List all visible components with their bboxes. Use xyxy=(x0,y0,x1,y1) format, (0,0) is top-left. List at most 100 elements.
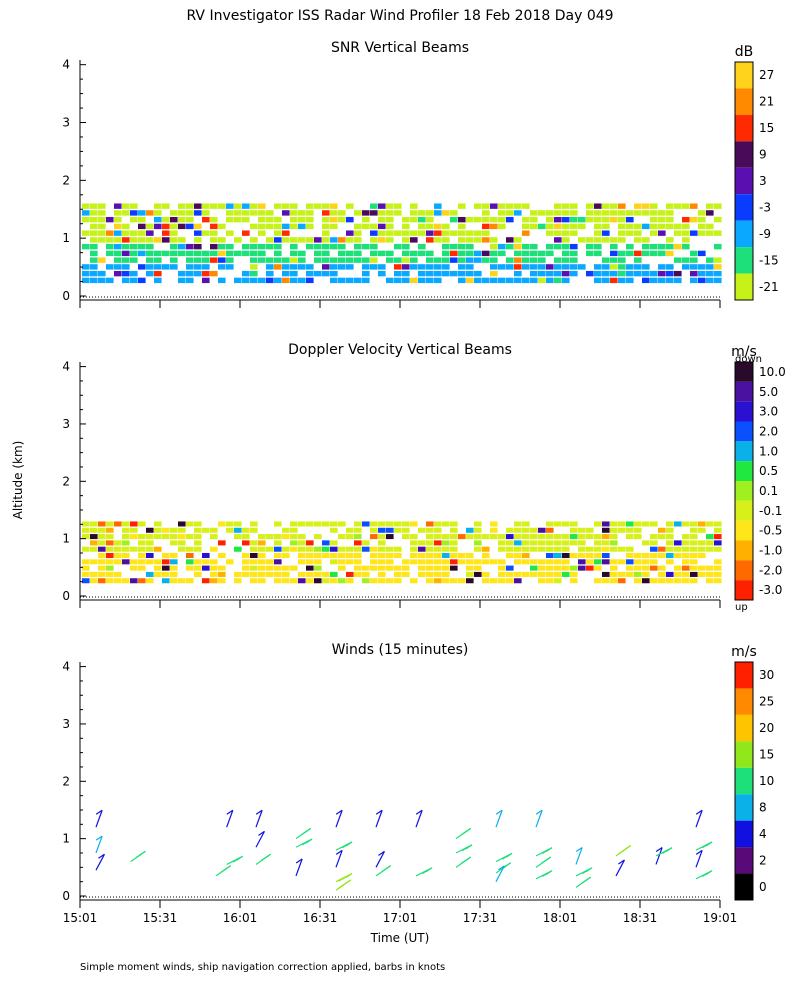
heatmap-cell xyxy=(138,237,146,243)
wind-barb xyxy=(575,867,593,877)
heatmap-cell xyxy=(466,250,474,257)
heatmap-cell xyxy=(642,277,650,284)
heatmap-cell xyxy=(714,578,722,584)
heatmap-cell xyxy=(226,250,234,257)
wind-barb xyxy=(335,849,343,868)
heatmap-cell xyxy=(546,552,554,559)
heatmap-cell xyxy=(410,250,418,257)
wind-barb xyxy=(655,847,663,865)
heatmap-cell xyxy=(674,223,682,230)
colorbar-label: -1.0 xyxy=(759,543,782,557)
heatmap-cell xyxy=(138,264,146,270)
heatmap-cell xyxy=(98,277,106,284)
barb-feather xyxy=(95,809,103,815)
heatmap-cell xyxy=(274,216,282,223)
heatmap-cell xyxy=(290,250,298,257)
heatmap-cell xyxy=(538,250,546,257)
heatmap-cell xyxy=(626,270,634,277)
heatmap-cell xyxy=(282,565,290,571)
heatmap-cell xyxy=(610,250,618,257)
heatmap-cell xyxy=(346,230,354,236)
heatmap-cell xyxy=(250,521,258,527)
heatmap-cell xyxy=(578,534,586,540)
heatmap-cell xyxy=(506,552,514,559)
heatmap-cell xyxy=(338,565,346,571)
colorbar-segment xyxy=(735,540,753,561)
heatmap-cell xyxy=(114,257,122,263)
heatmap-cell xyxy=(154,565,162,571)
heatmap-cell xyxy=(634,223,642,230)
heatmap-cell xyxy=(562,223,570,230)
heatmap-cell xyxy=(154,264,162,270)
heatmap-cell xyxy=(506,264,514,270)
x-tick-label: 16:31 xyxy=(303,911,338,925)
heatmap-cell xyxy=(194,223,202,230)
heatmap-cell xyxy=(474,546,482,552)
heatmap-cell xyxy=(426,527,434,533)
wind-barb xyxy=(415,809,423,828)
heatmap-cell xyxy=(698,270,706,277)
heatmap-cell xyxy=(290,210,298,216)
colorbar-segment xyxy=(735,141,753,168)
heatmap-cell xyxy=(530,216,538,223)
heatmap-cell xyxy=(642,243,650,250)
heatmap-cell xyxy=(274,578,282,584)
colorbar-label: 15 xyxy=(759,121,774,135)
heatmap-cell xyxy=(194,534,202,540)
heatmap-cell xyxy=(554,237,562,243)
heatmap-cell xyxy=(394,521,402,527)
heatmap-cell xyxy=(530,565,538,571)
heatmap-cell xyxy=(554,546,562,552)
heatmap-cell xyxy=(698,223,706,230)
heatmap-cell xyxy=(186,210,194,216)
heatmap-cell xyxy=(434,264,442,270)
heatmap-cell xyxy=(522,203,530,209)
barb-feather xyxy=(338,876,346,882)
heatmap-cell xyxy=(490,277,498,284)
heatmap-cell xyxy=(666,534,674,540)
heatmap-cell xyxy=(274,521,282,527)
wind-barb xyxy=(535,809,543,828)
heatmap-cell xyxy=(306,270,314,277)
heatmap-cell xyxy=(658,264,666,270)
heatmap-cell xyxy=(178,203,186,209)
heatmap-cell xyxy=(138,223,146,230)
heatmap-cell xyxy=(346,559,354,565)
heatmap-cell xyxy=(562,210,570,216)
heatmap-cell xyxy=(154,250,162,257)
heatmap-cell xyxy=(322,203,330,209)
heatmap-cell xyxy=(626,250,634,257)
heatmap-cell xyxy=(658,546,666,552)
heatmap-cell xyxy=(354,243,362,250)
heatmap-cell xyxy=(338,559,346,565)
barb-feather xyxy=(415,809,423,815)
heatmap-cell xyxy=(106,230,114,236)
heatmap-cell xyxy=(290,203,298,209)
heatmap-cell xyxy=(546,540,554,546)
heatmap-cell xyxy=(106,264,114,270)
heatmap-cell xyxy=(330,216,338,223)
heatmap-cell xyxy=(210,203,218,209)
heatmap-cell xyxy=(346,552,354,559)
heatmap-cell xyxy=(482,250,490,257)
heatmap-cell xyxy=(370,230,378,236)
heatmap-cell xyxy=(250,210,258,216)
heatmap-cell xyxy=(298,559,306,565)
heatmap-cell xyxy=(626,527,634,533)
heatmap-cell xyxy=(466,257,474,263)
heatmap-cell xyxy=(410,559,418,565)
heatmap-cell xyxy=(698,546,706,552)
heatmap-cell xyxy=(194,571,202,577)
barb-feather xyxy=(655,847,663,853)
heatmap-cell xyxy=(546,270,554,277)
heatmap-cell xyxy=(578,237,586,243)
heatmap-cell xyxy=(682,203,690,209)
heatmap-cell xyxy=(442,243,450,250)
heatmap-cell xyxy=(706,264,714,270)
heatmap-cell xyxy=(266,210,274,216)
heatmap-cell xyxy=(202,230,210,236)
heatmap-cell xyxy=(682,571,690,577)
heatmap-cell xyxy=(570,571,578,577)
heatmap-cell xyxy=(82,578,90,584)
heatmap-cell xyxy=(354,546,362,552)
